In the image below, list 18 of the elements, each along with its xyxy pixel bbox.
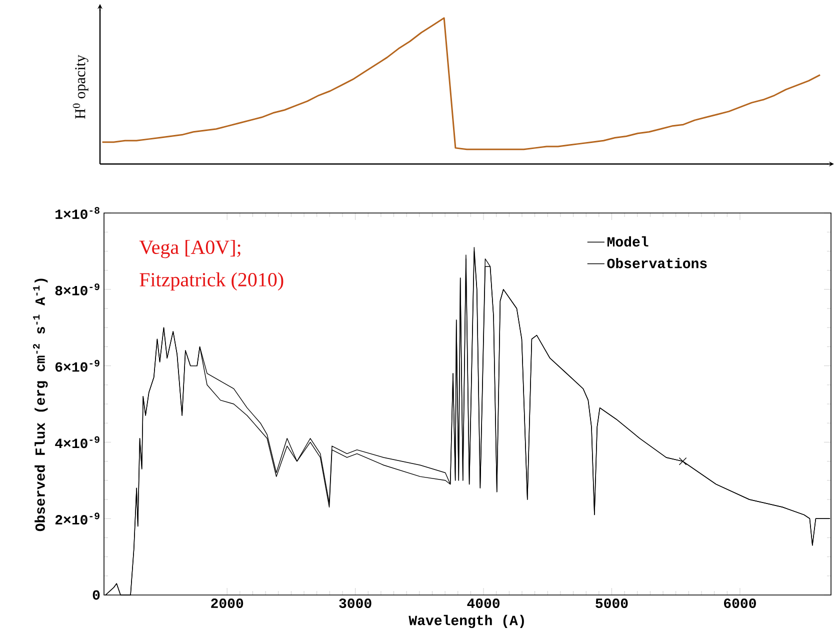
y-tick-label: 4×10$^{-9}$ <box>55 436 100 448</box>
x-tick-label: 4000 <box>467 598 500 608</box>
y-tick-label: 1×10$^{-8}$ <box>56 207 100 219</box>
y-tick-label: 6×10$^{-9}$ <box>55 360 100 372</box>
y-axis-title: H$^{0}$ opacity <box>72 54 88 119</box>
annotation: Fitzpatrick (2010) <box>140 272 284 291</box>
y-tick-label: 8×10$^{-9}$ <box>55 283 100 296</box>
annotation: Vega [A0V]; <box>139 240 240 258</box>
y-tick-label: 2×10$^{-9}$ <box>55 512 100 525</box>
legend-label: Model <box>607 236 648 247</box>
y-tick-label: 0 <box>92 590 100 600</box>
x-tick-label: 6000 <box>724 598 756 608</box>
x-axis-title: Wavelength (A) <box>408 614 524 628</box>
x-tick-label: 5000 <box>596 598 628 608</box>
legend-label: Observations <box>607 258 707 268</box>
y-axis-title: Observed Flux (erg cm$^{-2}$ s$^{-1}$ A$^{-1}$) <box>32 278 48 532</box>
x-tick-label: 3000 <box>339 598 372 608</box>
x-tick-label: 2000 <box>211 598 244 608</box>
